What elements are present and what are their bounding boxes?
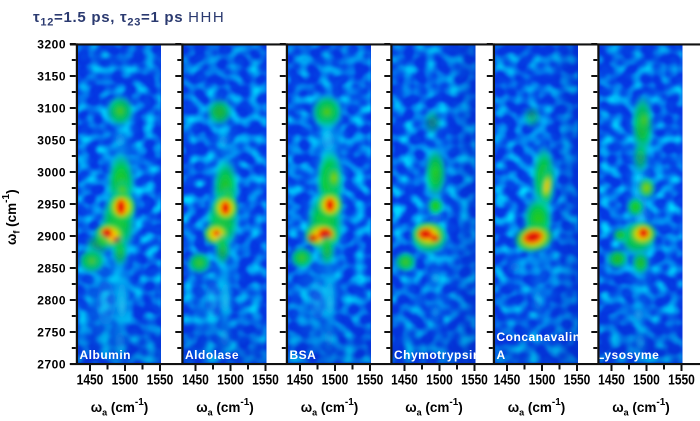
svg-text:2850: 2850 xyxy=(37,261,66,275)
svg-text:1550: 1550 xyxy=(461,371,488,388)
svg-text:1550: 1550 xyxy=(564,371,591,388)
svg-text:BSA: BSA xyxy=(290,348,317,362)
svg-text:1500: 1500 xyxy=(426,371,453,388)
svg-text:ωa (cm-1): ωa (cm-1) xyxy=(508,397,566,418)
svg-text:1450: 1450 xyxy=(287,371,314,388)
svg-text:1550: 1550 xyxy=(252,371,279,388)
svg-text:τ12=1.5 ps, τ23=1 ps HHH: τ12=1.5 ps, τ23=1 ps HHH xyxy=(33,9,225,29)
svg-text:ωa (cm-1): ωa (cm-1) xyxy=(91,397,149,418)
svg-text:ωa (cm-1): ωa (cm-1) xyxy=(612,397,670,418)
svg-text:A: A xyxy=(497,348,506,362)
svg-text:1450: 1450 xyxy=(391,371,418,388)
svg-text:Lysosyme: Lysosyme xyxy=(597,348,659,362)
svg-text:3100: 3100 xyxy=(37,101,66,115)
svg-text:2900: 2900 xyxy=(37,229,66,243)
svg-text:Albumin: Albumin xyxy=(80,348,132,362)
svg-text:1500: 1500 xyxy=(529,371,556,388)
svg-text:1500: 1500 xyxy=(112,371,139,388)
svg-text:1500: 1500 xyxy=(217,371,244,388)
svg-text:ωa (cm-1): ωa (cm-1) xyxy=(196,397,254,418)
svg-text:3050: 3050 xyxy=(37,133,66,147)
svg-text:1550: 1550 xyxy=(147,371,174,388)
svg-text:1550: 1550 xyxy=(668,371,695,388)
svg-text:2700: 2700 xyxy=(37,357,66,371)
svg-text:ωa (cm-1): ωa (cm-1) xyxy=(405,397,463,418)
svg-text:Chymotrypsin: Chymotrypsin xyxy=(394,348,481,362)
svg-text:1500: 1500 xyxy=(633,371,660,388)
svg-text:3200: 3200 xyxy=(37,37,66,51)
svg-text:3150: 3150 xyxy=(37,69,66,83)
svg-text:Concanavalin: Concanavalin xyxy=(497,330,581,344)
svg-text:1450: 1450 xyxy=(182,371,209,388)
svg-text:1500: 1500 xyxy=(322,371,349,388)
svg-text:2800: 2800 xyxy=(37,293,66,307)
svg-text:2750: 2750 xyxy=(37,325,66,339)
svg-text:3000: 3000 xyxy=(37,165,66,179)
svg-text:1450: 1450 xyxy=(494,371,521,388)
svg-text:ωf (cm-1): ωf (cm-1) xyxy=(1,189,22,245)
svg-text:Aldolase: Aldolase xyxy=(185,348,239,362)
svg-text:1450: 1450 xyxy=(598,371,625,388)
svg-text:1550: 1550 xyxy=(357,371,384,388)
svg-text:ωa (cm-1): ωa (cm-1) xyxy=(301,397,359,418)
svg-text:2950: 2950 xyxy=(37,197,66,211)
svg-text:1450: 1450 xyxy=(77,371,104,388)
